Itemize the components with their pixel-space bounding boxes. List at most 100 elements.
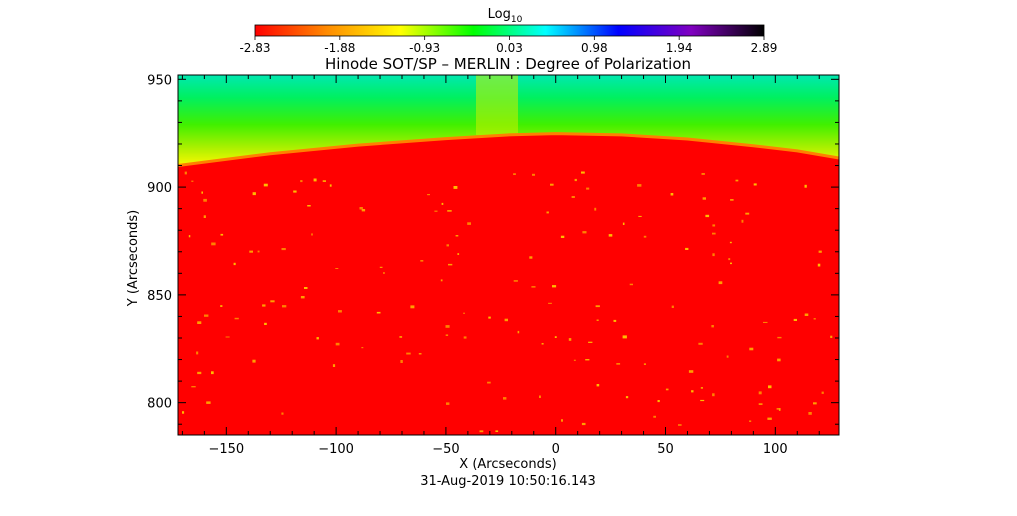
polarization-speck — [418, 353, 422, 355]
polarization-speck — [571, 196, 575, 198]
polarization-speck — [568, 338, 572, 341]
colorbar-label: Log10 — [488, 7, 523, 25]
polarization-speck — [622, 335, 627, 339]
polarization-speck — [463, 312, 465, 314]
polarization-speck — [463, 336, 467, 339]
polarization-speck — [197, 321, 202, 324]
polarization-speck — [448, 263, 453, 266]
polarization-speck — [197, 371, 202, 375]
polarization-speck — [445, 334, 449, 336]
polarization-speck — [293, 190, 297, 193]
polarization-speck — [643, 235, 647, 238]
polarization-speck — [625, 396, 629, 399]
polarization-speck — [270, 300, 275, 303]
colorbar: Log10 -2.83 -1.88 -0.93 0.03 0.98 1.94 2.89 — [239, 7, 777, 55]
colorbar-tick-label: -1.88 — [324, 41, 355, 55]
polarization-speck — [196, 351, 199, 355]
polarization-speck — [700, 399, 705, 402]
polarization-speck — [495, 430, 499, 432]
polarization-speck — [441, 202, 444, 205]
polarization-speck — [596, 384, 600, 387]
polarization-speck — [487, 381, 491, 384]
colorbar-tick-label: 2.89 — [751, 41, 778, 55]
polarization-speck — [574, 178, 577, 182]
polarization-speck — [282, 305, 287, 308]
polarization-speck — [311, 233, 313, 236]
polarization-speck — [813, 402, 817, 405]
chart-title: Hinode SOT/SP – MERLIN : Degree of Polar… — [325, 55, 691, 73]
polarization-speck — [749, 347, 754, 351]
polarization-speck — [711, 325, 714, 328]
polarization-speck — [608, 234, 613, 237]
polarization-speck — [233, 262, 236, 266]
polarization-speck — [813, 318, 816, 320]
polarization-speck — [777, 358, 781, 362]
polarization-speck — [488, 316, 491, 319]
polarization-speck — [234, 317, 239, 320]
x-tick-label: −50 — [432, 442, 459, 457]
polarization-speck — [182, 411, 185, 414]
polarization-speck — [457, 253, 460, 255]
polarization-speck — [191, 180, 194, 182]
x-tick-label: −100 — [318, 442, 354, 457]
polarization-speck — [830, 335, 833, 338]
x-tick-label: 100 — [763, 442, 788, 457]
polarization-speck — [322, 180, 326, 182]
polarization-speck — [541, 343, 544, 345]
polarization-speck — [808, 412, 812, 415]
y-tick-label: 900 — [147, 181, 172, 196]
polarization-speck — [467, 222, 471, 225]
solar-disk — [178, 133, 839, 435]
polarization-speck — [594, 207, 597, 211]
polarization-speck — [329, 184, 332, 187]
polarization-speck — [726, 355, 729, 358]
polarization-speck — [588, 341, 593, 343]
polarization-speck — [613, 319, 617, 322]
polarization-speck — [643, 363, 646, 365]
polarization-features — [178, 132, 839, 433]
y-tick-label: 950 — [147, 73, 172, 88]
polarization-speck — [637, 184, 642, 187]
polarization-speck — [763, 321, 768, 323]
polarization-speck — [671, 305, 674, 308]
polarization-speck — [629, 283, 633, 286]
polarization-speck — [335, 268, 339, 269]
polarization-speck — [712, 393, 715, 397]
timestamp: 31-Aug-2019 10:50:16.143 — [420, 474, 596, 489]
polarization-speck — [678, 424, 682, 426]
polarization-speck — [203, 215, 206, 218]
x-tick-label: 50 — [657, 442, 674, 457]
polarization-speck — [427, 194, 430, 196]
polarization-speck — [420, 260, 424, 262]
polarization-speck — [691, 390, 694, 393]
polarization-speck — [735, 179, 739, 182]
polarization-speck — [768, 385, 772, 389]
polarization-speck — [376, 311, 381, 314]
polarization-speck — [455, 235, 459, 237]
polarization-speck — [554, 336, 557, 338]
polarization-speck — [300, 180, 303, 183]
polarization-speck — [758, 391, 762, 395]
polarization-speck — [206, 401, 211, 404]
polarization-speck — [638, 215, 642, 217]
y-tick-label: 850 — [147, 289, 172, 304]
polarization-speck — [513, 280, 518, 282]
polarization-speck — [383, 272, 385, 274]
polarization-speck — [220, 305, 223, 307]
polarization-speck — [220, 233, 224, 236]
polarization-speck — [188, 235, 191, 238]
x-axis-label: X (Arcseconds) — [459, 457, 556, 472]
polarization-speck — [225, 336, 230, 338]
polarization-speck — [359, 207, 363, 210]
polarization-speck — [741, 219, 744, 223]
polarization-speck — [517, 330, 520, 334]
polarization-speck — [211, 242, 216, 246]
polarization-speck — [728, 258, 731, 261]
polarization-speck — [585, 359, 590, 361]
colorbar-tick-label: -2.83 — [239, 41, 270, 55]
polarization-speck — [479, 430, 484, 433]
polarization-speck — [777, 336, 782, 339]
polarization-speck — [729, 241, 732, 244]
polarization-speck — [776, 408, 781, 410]
